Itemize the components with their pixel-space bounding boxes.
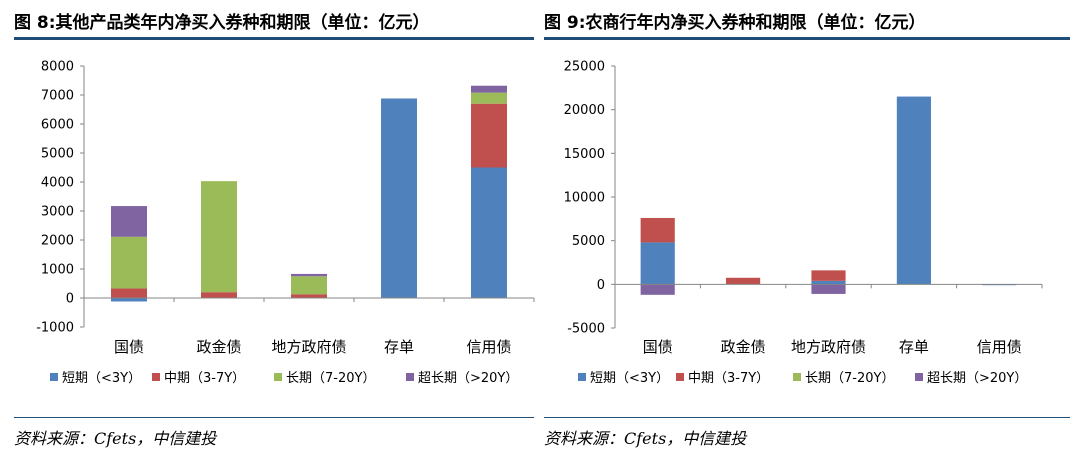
panel-left: 图 8:其他产品类年内净买入券种和期限（单位：亿元） -1000 0 1000 200… <box>14 0 535 455</box>
legend-swatch <box>406 373 414 381</box>
bar-segment <box>811 270 846 281</box>
x-category-label: 存单 <box>899 338 929 356</box>
legend-swatch <box>676 373 684 381</box>
bar-segment <box>111 236 147 289</box>
x-category-label: 国债 <box>114 338 144 356</box>
legend-label: 短期（<3Y） <box>62 371 141 386</box>
source-note: 资料来源：Cfets，中信建投 <box>14 429 217 448</box>
bar-segment <box>471 103 507 168</box>
y-tick-label: 20000 <box>564 103 605 118</box>
legend-label: 短期（<3Y） <box>590 371 669 386</box>
legend-label: 长期（7-20Y） <box>286 371 375 386</box>
bar-segment <box>291 294 327 298</box>
bar-segment <box>471 92 507 104</box>
bar-segment <box>896 96 931 285</box>
y-tick-label: 15000 <box>564 147 605 162</box>
legend-swatch <box>50 373 58 381</box>
bar-chart: -5000 0 5000 10000 15000 20000 25000 国债 政金债 地方政府债… <box>564 60 1043 386</box>
y-tick-label: 7000 <box>41 89 74 104</box>
legend-label: 长期（7-20Y） <box>805 371 894 386</box>
title-divider <box>544 37 1070 40</box>
legend-label: 中期（3-7Y） <box>688 371 769 386</box>
bar-segment <box>201 292 237 298</box>
y-tick-label: -1000 <box>36 321 74 336</box>
x-category-label: 信用债 <box>466 338 511 356</box>
x-category-label: 存单 <box>384 338 414 356</box>
bar-segment <box>111 298 147 302</box>
y-tick-label: 0 <box>597 278 605 293</box>
x-category-label: 国债 <box>643 338 673 356</box>
chart-title: 图 8:其他产品类年内净买入券种和期限（单位：亿元） <box>14 13 430 33</box>
bar-segment <box>640 242 675 285</box>
x-category-label: 政金债 <box>721 338 766 356</box>
y-tick-label: 2000 <box>41 234 74 249</box>
bar-segment <box>640 284 675 295</box>
panel-right: 图 9:农商行年内净买入券种和期限（单位：亿元） -5000 0 5000 10000… <box>544 0 1070 455</box>
legend-swatch <box>578 373 586 381</box>
bar-segment <box>811 284 846 294</box>
bar-segment <box>111 288 147 298</box>
legend-swatch <box>793 373 801 381</box>
bar-segment <box>291 273 327 277</box>
x-category-label: 信用债 <box>977 338 1022 356</box>
y-tick-label: 10000 <box>564 191 605 206</box>
legend-swatch <box>915 373 923 381</box>
x-category-label: 政金债 <box>196 338 241 356</box>
x-category-label: 地方政府债 <box>791 338 866 356</box>
bar-segment <box>111 206 147 237</box>
bar-chart: -1000 0 1000 2000 3000 4000 5000 6000 7000 8000 国债… <box>36 60 535 386</box>
bar-segment <box>811 280 846 285</box>
legend-swatch <box>152 373 160 381</box>
y-tick-label: 3000 <box>41 205 74 220</box>
legend-label: 中期（3-7Y） <box>164 371 245 386</box>
y-tick-label: 1000 <box>41 263 74 278</box>
y-tick-label: 5000 <box>41 147 74 162</box>
y-tick-label: 25000 <box>564 60 605 75</box>
y-tick-label: 4000 <box>41 176 74 191</box>
bar-segment <box>471 85 507 93</box>
bar-segment <box>291 276 327 295</box>
source-note: 资料来源：Cfets，中信建投 <box>544 429 747 448</box>
bar-segment <box>381 98 417 298</box>
legend-swatch <box>274 373 282 381</box>
bar-segment <box>201 181 237 293</box>
y-tick-label: 8000 <box>41 60 74 75</box>
y-tick-label: 5000 <box>572 234 605 249</box>
title-divider <box>14 37 534 40</box>
x-category-label: 地方政府债 <box>271 338 346 356</box>
source-divider <box>544 417 1070 418</box>
y-tick-label: 0 <box>66 292 74 307</box>
y-tick-label: -5000 <box>567 322 605 337</box>
y-tick-label: 6000 <box>41 118 74 133</box>
legend-label: 超长期（>20Y） <box>418 371 518 386</box>
bar-segment <box>471 167 507 298</box>
bar-segment <box>640 217 675 243</box>
source-divider <box>14 417 534 418</box>
chart-title: 图 9:农商行年内净买入券种和期限（单位：亿元） <box>544 13 926 33</box>
legend-label: 超长期（>20Y） <box>927 371 1027 386</box>
bar-segment <box>726 277 761 285</box>
